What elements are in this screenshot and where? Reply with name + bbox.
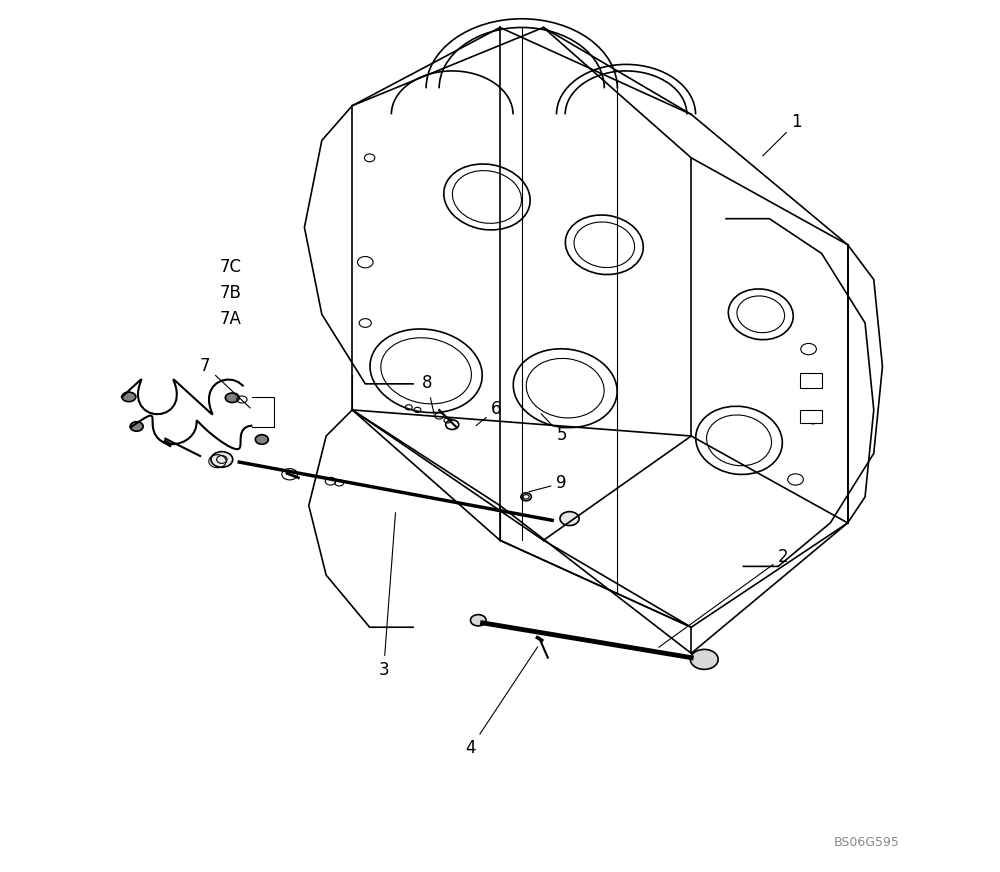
Ellipse shape (130, 422, 143, 432)
Ellipse shape (690, 650, 718, 670)
FancyBboxPatch shape (800, 372, 822, 388)
Ellipse shape (470, 615, 486, 626)
Ellipse shape (255, 435, 268, 444)
Text: 3: 3 (378, 513, 395, 679)
Ellipse shape (225, 393, 239, 403)
Text: 7: 7 (200, 357, 250, 408)
Text: 4: 4 (465, 647, 538, 757)
Text: 9: 9 (529, 474, 567, 492)
Text: 8: 8 (422, 374, 434, 414)
Text: 2: 2 (659, 548, 789, 647)
FancyBboxPatch shape (800, 410, 822, 423)
Text: 1: 1 (763, 113, 802, 156)
Text: BS06G595: BS06G595 (834, 836, 900, 848)
Ellipse shape (211, 452, 233, 467)
Text: 7A: 7A (220, 310, 241, 328)
Text: 7C: 7C (220, 257, 242, 276)
Ellipse shape (122, 392, 136, 402)
Text: 5: 5 (541, 413, 567, 445)
Ellipse shape (560, 512, 579, 526)
Text: 7B: 7B (220, 283, 241, 302)
Text: 6: 6 (476, 400, 502, 426)
